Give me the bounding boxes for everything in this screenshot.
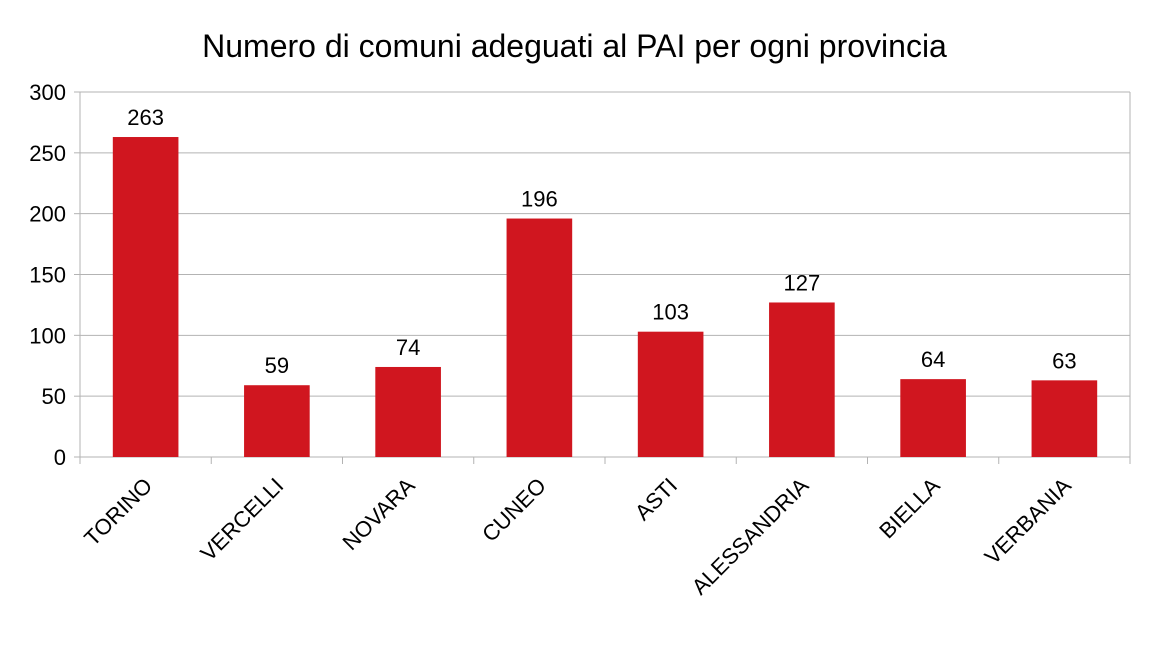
category-label-novara: NOVARA <box>337 473 419 555</box>
y-tick-label-3: 150 <box>29 263 66 288</box>
category-label-alessandria: ALESSANDRIA <box>687 473 814 600</box>
bar-asti <box>637 331 704 457</box>
bar-alessandria <box>769 302 835 457</box>
y-tick-label-2: 100 <box>29 323 66 348</box>
category-label-biella: BIELLA <box>874 473 945 544</box>
chart-title: Numero di comuni adeguati al PAI per ogn… <box>202 28 947 64</box>
category-label-vercelli: VERCELLI <box>196 473 289 566</box>
y-tick-label-6: 300 <box>29 80 66 105</box>
data-label-novara: 74 <box>396 335 420 360</box>
y-tick-label-0: 0 <box>54 445 66 470</box>
bar-novara <box>375 366 441 457</box>
data-label-cuneo: 196 <box>521 187 558 212</box>
y-tick-label-4: 200 <box>29 202 66 227</box>
bar-verbania <box>1031 380 1098 457</box>
bar-biella <box>900 379 966 457</box>
data-label-verbania: 63 <box>1052 348 1076 373</box>
category-label-verbania: VERBANIA <box>980 473 1077 570</box>
data-label-asti: 103 <box>652 300 689 325</box>
y-tick-label-5: 250 <box>29 141 66 166</box>
data-label-vercelli: 59 <box>265 353 289 378</box>
data-label-torino: 263 <box>127 105 164 130</box>
y-tick-label-1: 50 <box>42 384 66 409</box>
category-label-cuneo: CUNEO <box>477 473 551 547</box>
bar-cuneo <box>506 218 573 457</box>
data-label-alessandria: 127 <box>784 270 821 295</box>
bars <box>112 137 1098 457</box>
gridlines <box>80 91 1130 397</box>
category-label-torino: TORINO <box>79 473 157 551</box>
axes <box>74 91 1131 464</box>
category-label-asti: ASTI <box>630 473 682 525</box>
bar-torino <box>112 137 179 457</box>
data-label-biella: 64 <box>921 347 945 372</box>
bar-vercelli <box>244 385 310 457</box>
